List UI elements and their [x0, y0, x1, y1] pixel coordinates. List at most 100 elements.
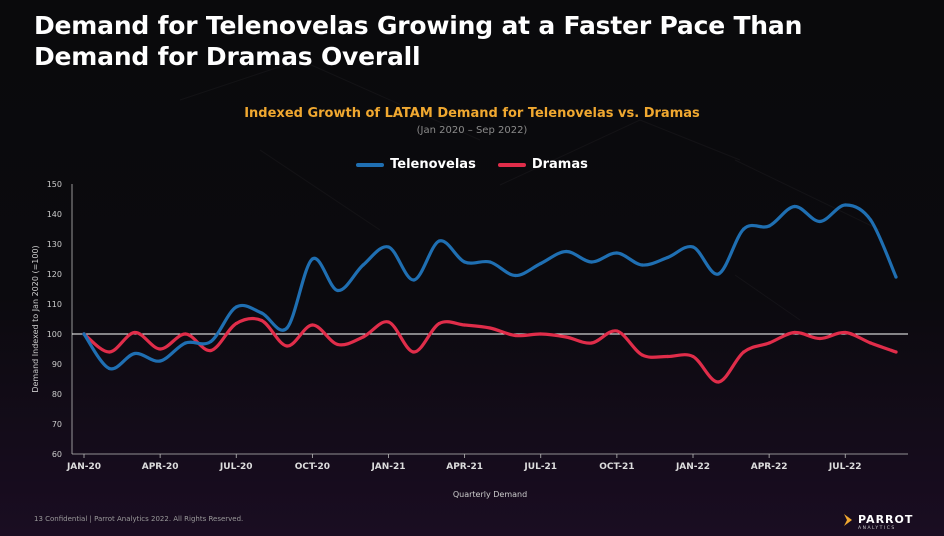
legend-item-telenovelas: Telenovelas	[356, 157, 476, 172]
data-point	[869, 341, 873, 345]
data-point	[513, 333, 517, 338]
decor-line	[299, 59, 481, 141]
data-point	[539, 261, 543, 266]
x-tick-label: JUL-22	[828, 462, 862, 472]
slide-title: Demand for Telenovelas Growing at a Fast…	[34, 10, 914, 72]
chart-legend: Telenovelas Dramas	[0, 157, 944, 172]
logo-name: PARROT	[858, 513, 914, 526]
legend-swatch-telenovelas	[356, 162, 385, 167]
data-point	[361, 263, 365, 267]
slide-title-line-1: Demand for Telenovelas Growing at a Fast…	[34, 11, 803, 40]
data-point	[361, 335, 365, 339]
y-tick-label: 120	[47, 270, 62, 279]
data-point	[691, 245, 695, 249]
chart-title: Indexed Growth of LATAM Demand for Telen…	[244, 106, 700, 121]
decor-line	[179, 59, 301, 101]
data-point	[310, 257, 314, 261]
legend-swatch-dramas	[497, 162, 526, 167]
y-axis-label: Demand Indexed to Jan 2020 (=100)	[31, 245, 40, 392]
data-point	[209, 348, 213, 353]
data-point	[818, 219, 822, 224]
decor-line	[639, 119, 741, 161]
data-point	[691, 354, 695, 359]
data-point	[640, 263, 644, 267]
background-network-decoration	[179, 59, 881, 321]
legend-label-dramas: Dramas	[531, 157, 588, 172]
x-axis-label: Quarterly Demand	[453, 490, 527, 499]
decor-line	[734, 159, 881, 231]
data-point	[767, 341, 771, 345]
data-point	[564, 249, 568, 254]
data-point	[234, 321, 238, 326]
data-point	[539, 332, 543, 336]
data-point	[310, 323, 314, 327]
data-point	[818, 336, 822, 341]
data-point	[615, 251, 619, 255]
data-point	[183, 332, 188, 336]
legend-label-telenovelas: Telenovelas	[390, 157, 476, 172]
series-points-telenovelas	[82, 203, 898, 371]
decor-line	[734, 274, 801, 321]
x-tick-label: JAN-22	[675, 462, 710, 472]
data-point	[260, 318, 264, 323]
data-point	[463, 323, 467, 327]
y-tick-label: 150	[47, 180, 62, 189]
chart-subtitle: (Jan 2020 – Sep 2022)	[416, 125, 528, 136]
data-point	[742, 350, 746, 354]
data-point	[666, 354, 670, 359]
y-tick-label: 70	[52, 420, 62, 429]
x-tick-label: JAN-20	[66, 462, 101, 472]
series-line-telenovelas	[82, 203, 898, 371]
data-point	[716, 380, 720, 384]
data-point	[463, 260, 467, 264]
data-point	[386, 320, 391, 324]
series-points-dramas	[82, 318, 898, 384]
x-tick-label: JAN-21	[370, 462, 405, 472]
data-point	[437, 239, 441, 243]
y-tick-label: 130	[47, 240, 62, 249]
y-tick-label: 90	[52, 360, 62, 369]
y-tick-label: 140	[47, 210, 62, 219]
data-point	[843, 330, 847, 335]
chart-axes: 60 70 80 90 100 110 120 130 140 150 JAN-20 APR-20 JU…	[31, 180, 908, 499]
data-point	[285, 344, 289, 348]
data-point	[107, 366, 111, 371]
slide-title-line-2: Demand for Dramas Overall	[34, 42, 421, 71]
y-tick-label: 110	[47, 300, 62, 309]
data-point	[589, 260, 594, 264]
data-point	[589, 341, 594, 345]
y-tick-label: 60	[52, 450, 62, 459]
data-point	[336, 288, 340, 293]
y-tick-label: 80	[52, 390, 62, 399]
parrot-chevron-icon	[844, 513, 852, 526]
data-point	[488, 326, 492, 330]
data-point	[513, 273, 517, 278]
data-point	[894, 350, 898, 354]
data-point	[894, 275, 898, 279]
chart-series	[82, 203, 898, 384]
parrot-logo: PARROT ANALYTICS	[842, 508, 913, 531]
data-point	[183, 341, 188, 345]
data-point	[716, 272, 720, 276]
data-point	[234, 305, 238, 309]
data-point	[437, 321, 441, 326]
legend-item-dramas: Dramas	[497, 157, 588, 172]
data-point	[158, 359, 162, 363]
data-point	[133, 330, 137, 335]
data-point	[615, 329, 619, 333]
x-tick-label: JUL-20	[219, 462, 253, 472]
data-point	[640, 353, 644, 357]
data-point	[82, 332, 86, 336]
x-tick-label: APR-22	[751, 462, 788, 472]
data-point	[564, 335, 568, 339]
data-point	[412, 278, 416, 282]
x-tick-label: APR-20	[142, 462, 179, 472]
x-tick-label: OCT-20	[295, 462, 330, 472]
data-point	[792, 330, 797, 335]
data-point	[792, 204, 797, 209]
data-point	[412, 350, 416, 354]
logo-sub: ANALYTICS	[858, 526, 896, 531]
data-point	[869, 218, 873, 222]
data-point	[285, 326, 289, 330]
data-point	[742, 227, 746, 231]
